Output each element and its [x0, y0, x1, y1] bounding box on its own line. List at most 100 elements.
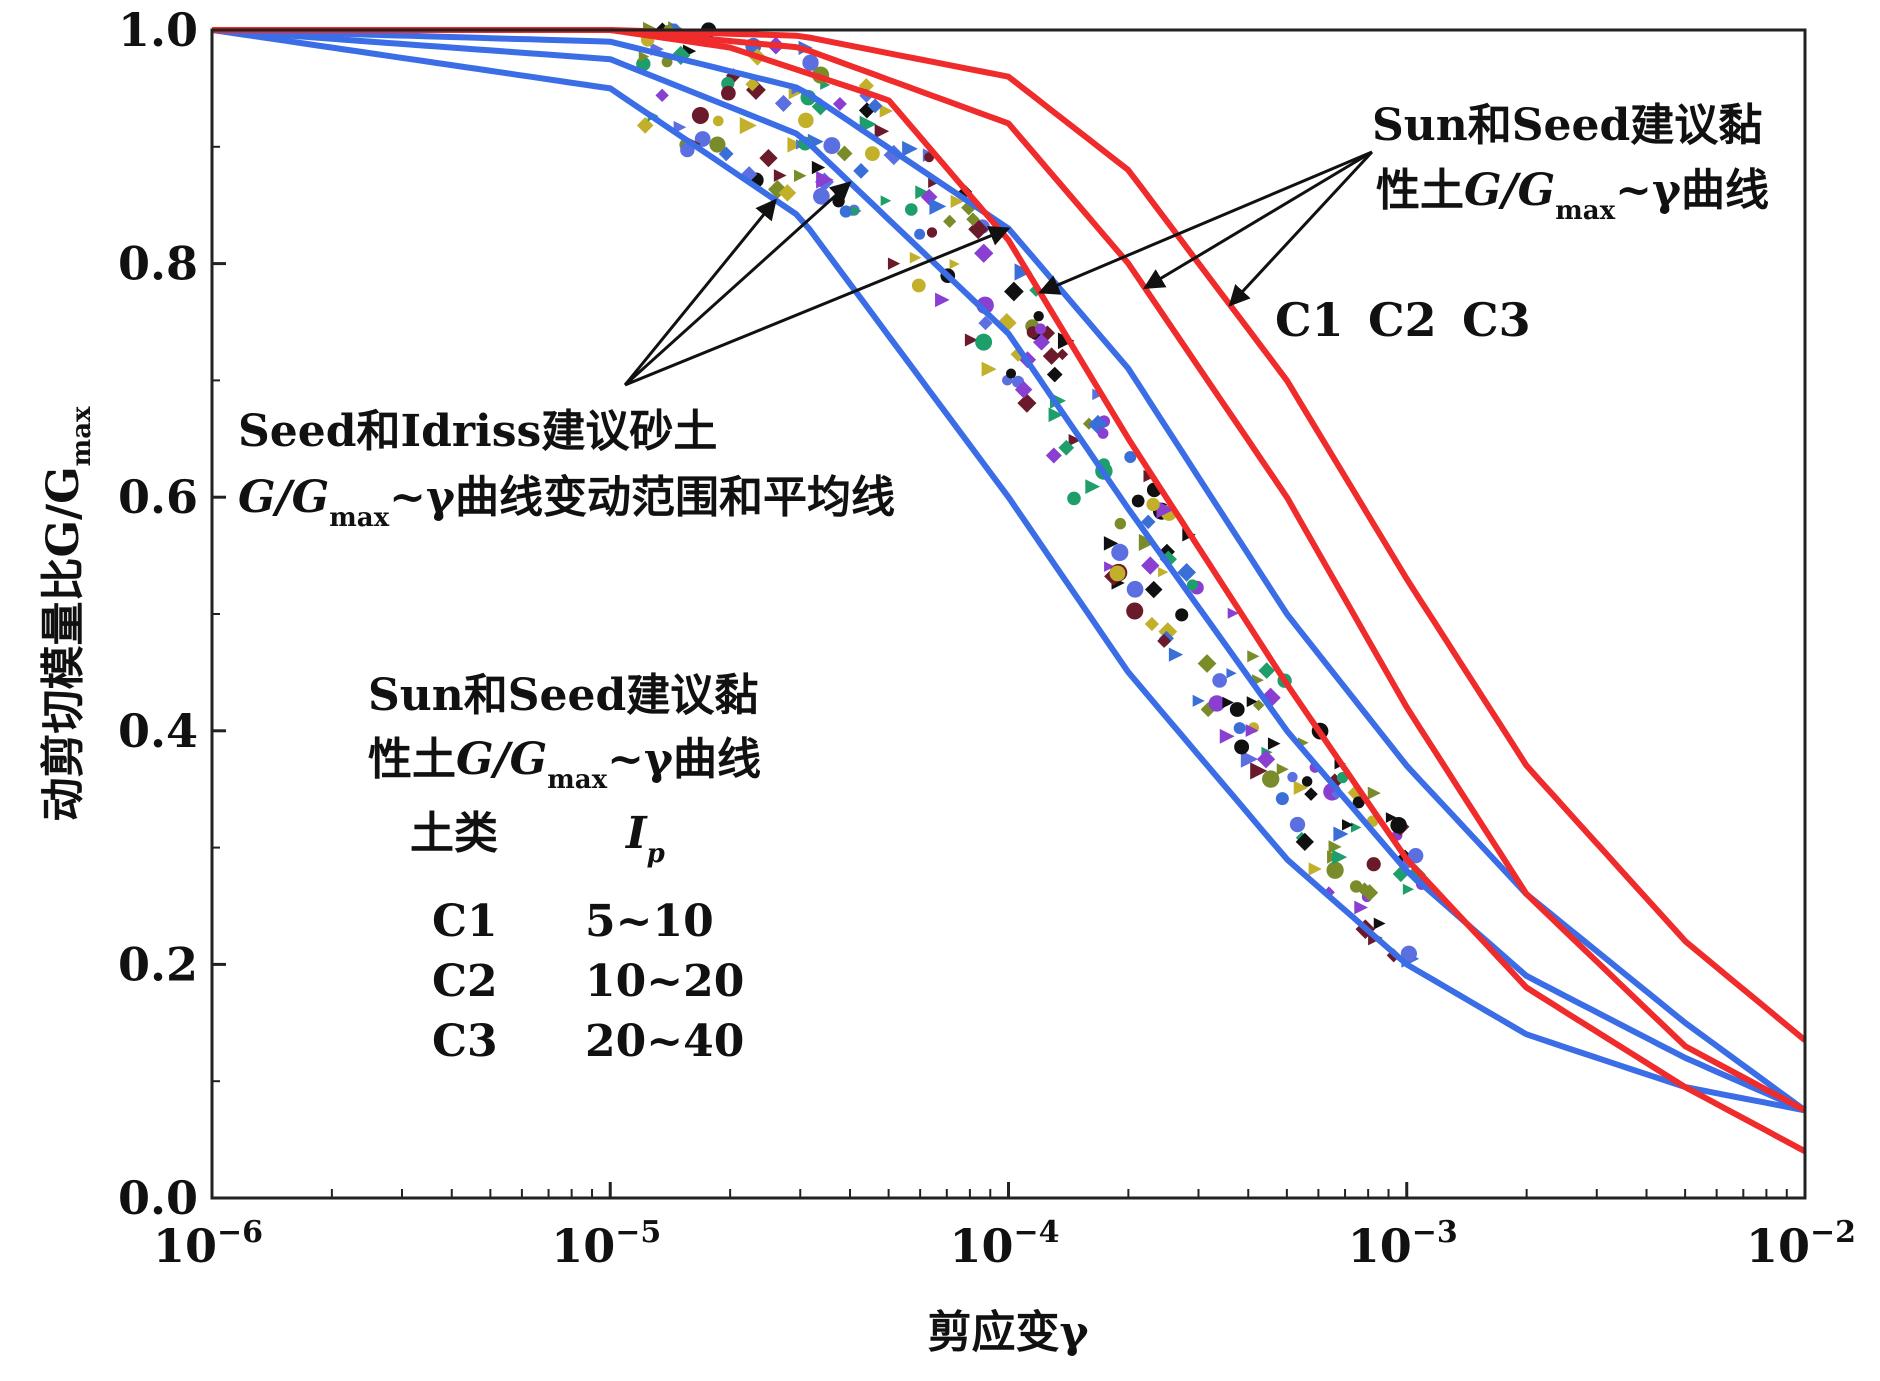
seed-idriss-curve: [211, 27, 1807, 1114]
scatter-point: [1308, 862, 1322, 876]
scatter-point: [1276, 763, 1289, 776]
sun-seed-curve: [212, 27, 1807, 1114]
scatter-point: [1267, 737, 1281, 750]
scatter-point: [1234, 739, 1250, 755]
legend-row-ip: 5~10: [585, 896, 714, 947]
scatter-point: [1092, 388, 1104, 401]
scatter-point: [1301, 776, 1313, 787]
scatter-point: [1349, 880, 1363, 893]
scatter-point: [638, 51, 650, 62]
scatter-point: [1114, 517, 1127, 530]
scatter-point: [1390, 816, 1407, 834]
scatter-point: [1158, 566, 1169, 578]
y-tick-label: 0.4: [118, 704, 198, 758]
scatter-point: [1017, 393, 1037, 413]
axis-layer: 0.0 0.2 0.4 0.6 0.8 1.0 10−6 10−5 10−4 10−3 10−2: [118, 3, 1856, 1273]
scatter-point: [1103, 536, 1119, 551]
scatter-point: [1275, 792, 1289, 806]
scatter-point: [1048, 407, 1064, 423]
scatter-point: [879, 104, 893, 118]
legend-row-soil: C2: [432, 956, 498, 1007]
scatter-point: [1287, 771, 1298, 783]
y-tick-label: 0.2: [118, 937, 198, 991]
scatter-point: [1366, 857, 1381, 872]
scatter-point: [811, 160, 826, 175]
scatter-point: [1168, 647, 1184, 662]
scatter-point: [1304, 787, 1318, 801]
seed-idriss-curve: [211, 27, 1806, 1114]
scatter-point: [778, 184, 797, 202]
scatter-point: [1140, 514, 1156, 530]
seed-idriss-annotation-line1: Seed和Idriss建议砂土: [238, 406, 717, 457]
scatter-point: [1085, 479, 1101, 495]
legend-header-soil: 土类: [410, 808, 498, 859]
scatter-point: [1124, 451, 1137, 464]
scatter-point: [1252, 699, 1265, 712]
scatter-point: [1373, 917, 1386, 930]
scatter-point: [874, 124, 890, 139]
scatter-point: [964, 333, 978, 347]
y-tick-label: 0.0: [118, 1171, 198, 1225]
seed-idriss-annotation-line2: G/Gmax~γ曲线变动范围和平均线: [238, 472, 895, 533]
scatter-point: [1402, 883, 1414, 895]
scatter-point: [839, 205, 853, 218]
scatter-point: [1240, 750, 1259, 768]
scatter-point: [739, 116, 757, 135]
scatter-point: [1156, 500, 1175, 519]
scatter-point: [851, 205, 862, 217]
scatter-point: [1332, 849, 1348, 865]
y-tick-label: 0.6: [118, 470, 198, 524]
scatter-point: [773, 169, 787, 182]
scatter-point: [798, 112, 814, 129]
scatter-point: [904, 203, 918, 216]
annotation-arrow: [1038, 150, 1373, 295]
scatter-point: [1400, 945, 1418, 962]
scatter-point: [926, 227, 938, 238]
scatter-point: [1219, 728, 1235, 744]
scatter-point: [1385, 812, 1397, 823]
legend-header-ip: Ip: [624, 808, 665, 869]
scatter-point: [759, 148, 778, 168]
scatter-point: [1004, 281, 1024, 302]
scatter-point: [794, 169, 807, 182]
scatter-point: [787, 136, 804, 153]
scatter-point: [1361, 884, 1379, 902]
scatter-point: [1352, 796, 1365, 809]
scatter-point: [1145, 580, 1163, 599]
scatter-point: [966, 212, 980, 226]
legend-title-line2: 性土G/Gmax~γ曲线: [368, 734, 761, 795]
scatter-point: [1138, 533, 1156, 551]
scatter-point: [1245, 724, 1259, 737]
scatter-point: [1350, 822, 1362, 833]
scatter-point: [802, 54, 819, 71]
scatter-point: [1033, 333, 1050, 351]
scatter-point: [1058, 439, 1075, 456]
scatter-point: [943, 214, 957, 229]
scatter-point: [1233, 722, 1246, 735]
scatter-point: [1328, 840, 1342, 854]
scatter-point: [1067, 491, 1081, 506]
scatter-point: [1144, 616, 1159, 632]
scatter-point: [1197, 654, 1217, 673]
sun-seed-annotation-line1: Sun和Seed建议黏: [1372, 100, 1762, 151]
annotation-arrow: [623, 181, 852, 387]
scatter-point: [1293, 780, 1309, 795]
legend-row-soil: C1: [432, 896, 498, 947]
scatter-point: [1192, 694, 1205, 707]
scatter-point: [865, 146, 880, 162]
scatter-point: [816, 171, 834, 189]
legend-title-line1: Sun和Seed建议黏: [368, 670, 758, 721]
scatter-point: [1097, 427, 1109, 439]
x-axis-title: 剪应变γ: [927, 1307, 1089, 1358]
sun-seed-annotation-line2: 性土G/Gmax~γ曲线: [1376, 165, 1769, 226]
annotation-arrow: [1228, 150, 1374, 307]
scatter-point: [1341, 819, 1354, 831]
scatter-point: [1367, 786, 1381, 800]
scatter-point: [1109, 565, 1126, 582]
scatter-point: [902, 140, 918, 157]
scatter-point: [1250, 762, 1268, 780]
scatter-point: [655, 88, 669, 103]
scatter-point: [1045, 447, 1062, 464]
curve-label-c2: C2: [1368, 293, 1437, 347]
scatter-point: [915, 185, 930, 200]
